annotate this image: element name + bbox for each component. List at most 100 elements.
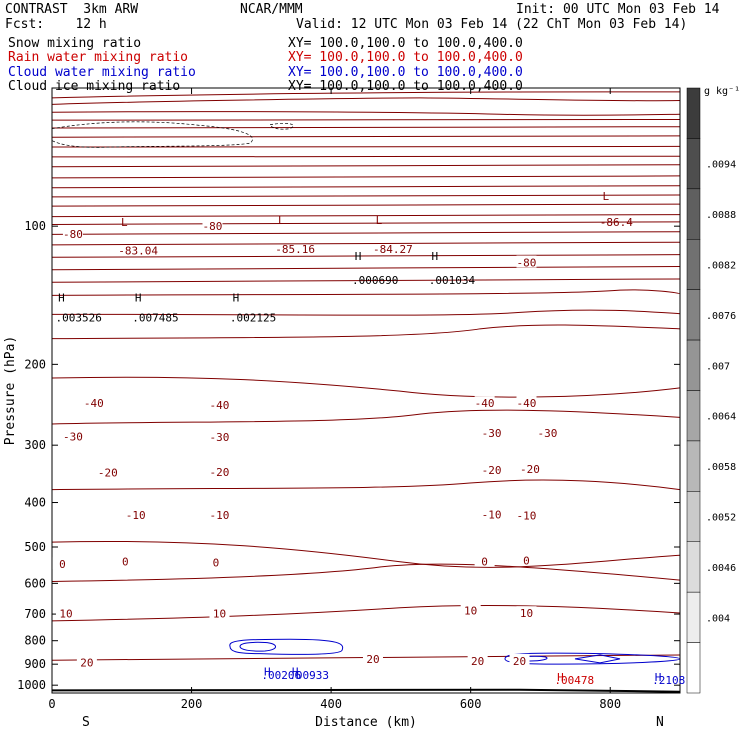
title-left: CONTRAST 3km ARW — [5, 2, 139, 17]
colorbar-unit: g kg⁻¹ — [704, 86, 740, 97]
extremum-value: .002125 — [230, 311, 276, 324]
extremum-value: .001034 — [429, 274, 476, 287]
contour-label: -40 — [84, 397, 104, 410]
contour-label: 0 — [59, 558, 66, 571]
y-tick-label: 800 — [24, 634, 46, 648]
contour-label-bg — [125, 508, 146, 521]
contour-label-bg — [76, 655, 97, 668]
cloud-water-contours — [230, 639, 680, 664]
plot-frame — [51, 87, 681, 694]
y-tick-label: 600 — [24, 576, 46, 590]
field-label-cloud-water: Cloud water mixing ratio — [8, 65, 196, 80]
contour-label: 10 — [520, 607, 533, 620]
extremum-value: -85.16 — [275, 243, 315, 256]
y-axis-label: Pressure (hPa) — [3, 336, 18, 446]
contour-label: 10 — [464, 605, 477, 618]
contour-label-bg — [209, 430, 230, 443]
contour-line — [52, 176, 680, 178]
colorbar-swatch — [686, 642, 701, 694]
contour-line — [52, 195, 680, 197]
contour-labels: -80 -80 -80 -40 -40 -40 -40 -30 -30 -30 -30 -20 -20 -… — [52, 190, 685, 687]
field-xy-cloud-water: XY= 100.0,100.0 to 100.0,400.0 — [288, 65, 523, 80]
contour-label-bg — [481, 507, 502, 520]
contour-label-bg — [516, 255, 537, 268]
contour-line — [52, 127, 680, 128]
contour-label: 10 — [59, 608, 72, 621]
contour-label-bg — [481, 463, 502, 476]
contour-label-bg — [516, 606, 537, 619]
x-tick-label: 800 — [599, 697, 621, 711]
field-label-rain: Rain water mixing ratio — [8, 50, 189, 65]
contour-line — [52, 146, 680, 147]
contour-label-bg — [516, 508, 537, 521]
extremum-letter: L — [376, 214, 383, 227]
contour-line — [52, 165, 680, 167]
y-tick-label: 300 — [24, 438, 46, 452]
contour-label: -40 — [210, 399, 230, 412]
contour-line — [52, 266, 680, 269]
extremum-letter: H — [264, 666, 271, 679]
contour-label: -10 — [517, 510, 537, 523]
ice-contour — [270, 123, 293, 129]
contour-label-bg — [62, 226, 83, 239]
contour-line — [52, 112, 680, 116]
temperature-contours — [52, 92, 680, 660]
x-tick-label: 200 — [181, 697, 203, 711]
contour-label: -20 — [98, 466, 118, 479]
colorbar-label: .0094 — [706, 160, 736, 171]
contour-label: -30 — [482, 427, 502, 440]
contour-label-bg — [474, 396, 495, 409]
title-center: NCAR/MMM — [240, 2, 303, 17]
contour-label-bg — [516, 553, 537, 566]
extremum-value: .00478 — [554, 674, 594, 687]
contour-label-bg — [467, 653, 488, 666]
cloud-water-contour — [240, 642, 276, 651]
extremum-value: -84.27 — [373, 243, 413, 256]
contour-line — [52, 119, 680, 120]
field-xy-rain: XY= 100.0,100.0 to 100.0,400.0 — [288, 50, 523, 65]
field-label-cloud-ice: Cloud ice mixing ratio — [8, 79, 181, 94]
colorbar-label: .004 — [706, 613, 730, 624]
extremum-value: .00933 — [289, 669, 329, 682]
x-tick-label: 400 — [320, 697, 342, 711]
x-axis-label: Distance (km) — [315, 715, 417, 730]
extremum-letter: H — [355, 250, 362, 263]
extremum-letter: H — [655, 671, 662, 684]
x-tick-label: 600 — [460, 697, 482, 711]
contour-line — [52, 290, 680, 296]
contour-label-bg — [209, 606, 230, 619]
contour-label: -30 — [210, 431, 230, 444]
colorbar-label: .0088 — [706, 210, 736, 221]
contour-label: -30 — [537, 427, 557, 440]
field-label-snow: Snow mixing ratio — [8, 36, 142, 51]
y-tick-label: 700 — [24, 607, 46, 621]
colorbar-swatch — [686, 87, 701, 139]
extremum-letter: H — [557, 671, 564, 684]
contour-line — [52, 255, 680, 258]
extremum-value: -86.4 — [600, 216, 633, 229]
extremum-letter: H — [233, 291, 240, 304]
contour-label-bg — [516, 396, 537, 409]
extremum-letter: H — [58, 291, 65, 304]
contour-line — [52, 325, 680, 339]
contour-line — [52, 541, 680, 567]
contour-label: 20 — [366, 653, 379, 666]
contour-label: -10 — [126, 509, 146, 522]
contour-label-bg — [474, 554, 495, 567]
colorbar-swatch — [686, 591, 701, 643]
colorbar-label: .007 — [706, 361, 730, 372]
extremum-letter: H — [431, 250, 438, 263]
colorbar-label: .0082 — [706, 260, 736, 271]
contour-label: -40 — [475, 397, 495, 410]
ice-contour — [52, 122, 253, 148]
colorbar-swatch — [686, 289, 701, 341]
contour-label: -80 — [63, 228, 83, 241]
contour-label: 20 — [471, 655, 484, 668]
cloud-water-contour — [575, 655, 620, 663]
x-tick-label: 0 — [48, 697, 55, 711]
colorbar-swatch — [686, 239, 701, 290]
contour-label: -40 — [517, 397, 537, 410]
contour-line — [52, 232, 680, 235]
contour-line — [52, 242, 680, 245]
contour-label-bg — [537, 425, 558, 438]
